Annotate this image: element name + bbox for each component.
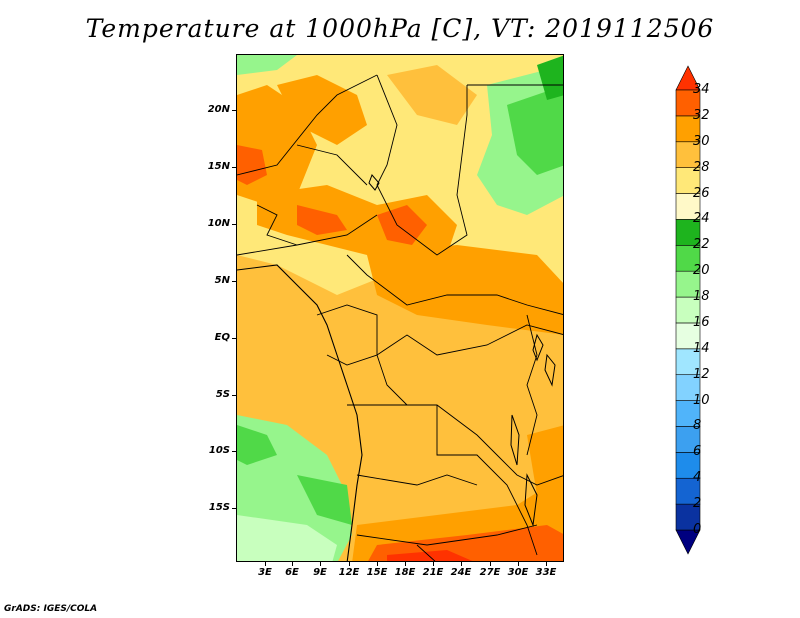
lat-tick — [232, 508, 236, 509]
colorbar-label: 30 — [693, 133, 710, 149]
lat-label-15s: 15S — [208, 502, 230, 513]
colorbar-label: 20 — [693, 263, 710, 279]
colorbar-label: 12 — [693, 366, 710, 382]
lon-tick — [490, 562, 491, 566]
lon-tick — [377, 562, 378, 566]
lon-label-6e: 6E — [285, 567, 299, 578]
lat-tick — [232, 224, 236, 225]
colorbar-swatch — [675, 167, 701, 194]
colorbar-swatch — [675, 141, 701, 168]
colorbar-label: 2 — [693, 496, 702, 512]
lat-label-20n: 20N — [207, 104, 230, 115]
lon-tick — [405, 562, 406, 566]
lat-label-eq: EQ — [214, 332, 230, 343]
lat-tick — [232, 110, 236, 111]
lat-tick — [232, 395, 236, 396]
colorbar-label: 18 — [693, 289, 710, 305]
colorbar-label: 16 — [693, 314, 710, 330]
colorbar-label: 24 — [693, 211, 710, 227]
colorbar-swatch — [675, 426, 701, 453]
colorbar — [675, 65, 701, 555]
colorbar-label: 4 — [693, 470, 702, 486]
colorbar-label: 26 — [693, 185, 710, 201]
colorbar-swatch — [675, 270, 701, 298]
colorbar-label: 0 — [693, 522, 702, 537]
colorbar-swatch — [675, 400, 701, 427]
colorbar-label: 28 — [693, 159, 710, 175]
lon-tick — [349, 562, 350, 566]
colorbar-label: 22 — [693, 237, 710, 253]
colorbar-label: 14 — [693, 340, 710, 356]
lon-tick — [265, 562, 266, 566]
colorbar-label: 10 — [693, 392, 710, 408]
map-title: Temperature at 1000hPa [C], VT: 20191125… — [85, 14, 715, 43]
lon-tick — [546, 562, 547, 566]
lon-tick — [320, 562, 321, 566]
credit-text: GrADS: IGES/COLA — [4, 604, 98, 614]
colorbar-swatch — [675, 296, 701, 324]
lat-label-5n: 5N — [214, 275, 230, 286]
lat-tick — [232, 338, 236, 339]
lat-tick — [232, 451, 236, 452]
lon-label-15e: 15E — [366, 567, 388, 578]
lon-label-3e: 3E — [258, 567, 272, 578]
colorbar-swatch — [675, 348, 701, 376]
lon-tick — [461, 562, 462, 566]
colorbar-swatch — [675, 115, 701, 143]
colorbar-swatch — [675, 193, 701, 220]
lon-label-18e: 18E — [394, 567, 416, 578]
lon-label-33e: 33E — [535, 567, 557, 578]
lat-tick — [232, 281, 236, 282]
lon-tick — [433, 562, 434, 566]
colorbar-label: 34 — [693, 82, 710, 97]
colorbar-swatch — [675, 219, 701, 246]
lon-label-9e: 9E — [313, 567, 327, 578]
lon-tick — [518, 562, 519, 566]
lon-label-30e: 30E — [507, 567, 529, 578]
colorbar-swatch — [675, 89, 701, 117]
temperature-field — [237, 55, 563, 561]
colorbar-label: 8 — [693, 418, 702, 434]
lon-label-21e: 21E — [422, 567, 444, 578]
colorbar-swatch — [675, 244, 701, 272]
lat-label-10n: 10N — [207, 218, 230, 229]
colorbar-label: 32 — [693, 107, 710, 123]
temperature-map — [236, 54, 564, 562]
colorbar-swatch — [675, 452, 701, 479]
colorbar-swatch — [675, 477, 701, 505]
lat-label-10s: 10S — [208, 445, 230, 456]
colorbar-swatch — [675, 374, 701, 401]
colorbar-swatch — [675, 322, 701, 350]
colorbar-label: 6 — [693, 444, 702, 460]
lon-tick — [292, 562, 293, 566]
lon-label-27e: 27E — [479, 567, 501, 578]
lat-label-15n: 15N — [207, 161, 230, 172]
lon-label-12e: 12E — [338, 567, 360, 578]
lat-label-5s: 5S — [215, 389, 230, 400]
lon-label-24e: 24E — [450, 567, 472, 578]
lat-tick — [232, 167, 236, 168]
